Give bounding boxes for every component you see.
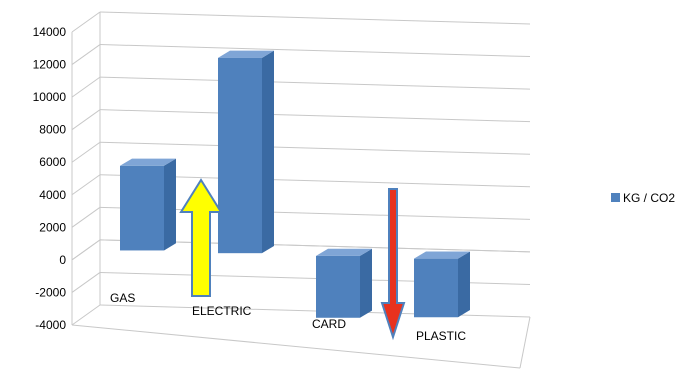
bar-front <box>120 165 164 251</box>
side-gridline <box>71 304 101 326</box>
bar-top <box>316 248 372 256</box>
bar-electric <box>218 50 274 254</box>
category-label: ELECTRIC <box>192 304 252 318</box>
y-tick-label: 12000 <box>33 58 67 72</box>
bar-side <box>262 50 274 254</box>
gridline <box>99 11 531 25</box>
bar-front <box>414 258 458 318</box>
category-label: CARD <box>312 317 346 331</box>
zero-plane <box>71 239 531 261</box>
bar-side <box>458 251 470 318</box>
floor-edge <box>519 316 531 369</box>
bar-top <box>218 50 274 58</box>
side-gridline <box>71 11 101 33</box>
bar-gas <box>120 158 176 251</box>
category-label: PLASTIC <box>416 329 466 343</box>
legend-label: KG / CO2 <box>623 191 675 205</box>
y-tick-label: 14000 <box>33 25 67 39</box>
bars <box>120 50 470 318</box>
side-gridline <box>71 44 101 65</box>
red-down-arrow <box>380 188 406 341</box>
side-gridline <box>71 206 101 228</box>
legend: KG / CO2 <box>611 191 675 205</box>
legend-swatch <box>611 193 620 202</box>
y-axis-ticks: 14000 12000 10000 8000 6000 4000 2000 0 -2000 -40… <box>33 25 67 332</box>
category-label: GAS <box>110 291 135 305</box>
bar-front <box>218 57 262 254</box>
gridline <box>99 76 531 90</box>
gridline <box>99 109 531 123</box>
yellow-up-arrow <box>179 178 223 297</box>
y-tick-label: 10000 <box>33 90 67 104</box>
category-labels: GAS ELECTRIC CARD PLASTIC <box>110 291 466 343</box>
y-tick-label: 2000 <box>39 220 66 234</box>
floor-edge <box>71 324 521 369</box>
y-tick-label: 6000 <box>39 155 66 169</box>
side-gridline <box>71 109 101 131</box>
bar-card <box>316 248 372 318</box>
bar-top <box>120 158 176 166</box>
bar-top <box>414 251 470 259</box>
bar-plastic <box>414 251 470 318</box>
y-tick-label: -2000 <box>35 285 66 299</box>
y-tick-label: 4000 <box>39 188 66 202</box>
side-gridline <box>71 174 101 196</box>
gridline <box>99 44 531 58</box>
side-gridline <box>71 141 101 163</box>
y-tick-label: -4000 <box>35 318 66 332</box>
gridline <box>99 141 531 155</box>
side-gridline <box>71 76 101 98</box>
bar-front <box>316 255 360 318</box>
bar-side <box>360 248 372 318</box>
side-gridline <box>71 272 101 293</box>
bar-side <box>164 158 176 251</box>
y-tick-label: 8000 <box>39 123 66 137</box>
y-tick-label: 0 <box>59 253 66 267</box>
